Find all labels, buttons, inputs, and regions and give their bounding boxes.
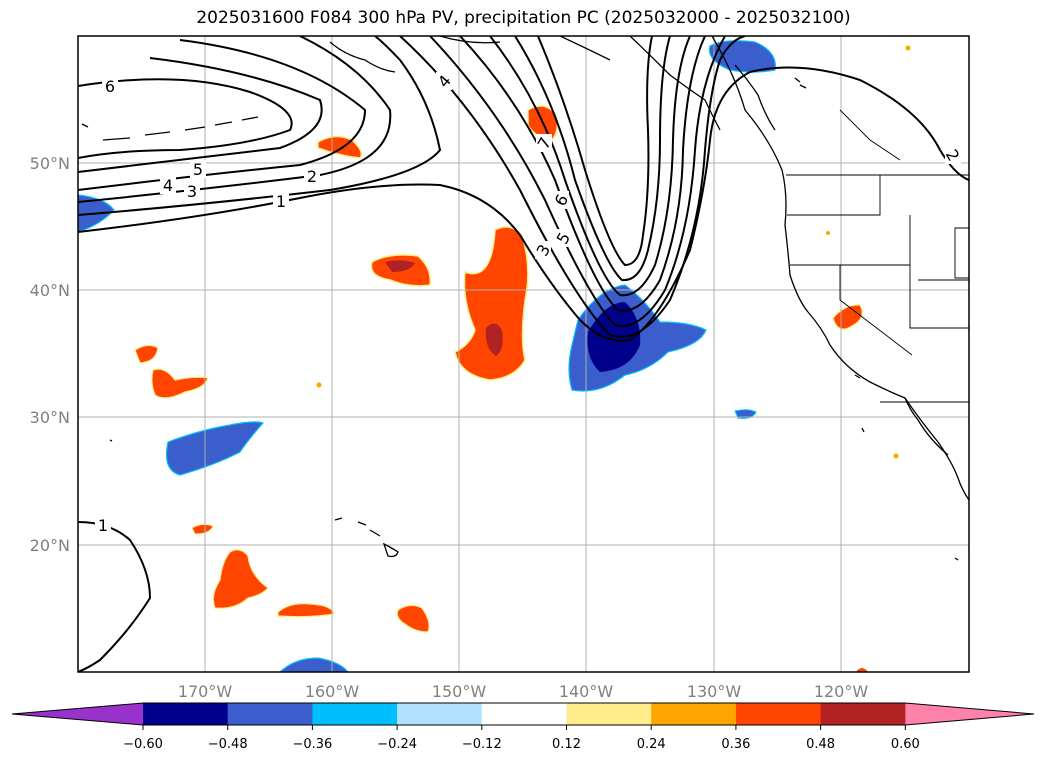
lat-label: 50°N xyxy=(30,154,70,173)
precip-negative-region xyxy=(734,409,757,419)
pv-contours xyxy=(78,36,969,672)
pv-contour-3-trough xyxy=(429,36,726,327)
colorbar-segment xyxy=(651,703,737,725)
colorbar-tick-label: 0.60 xyxy=(891,737,920,752)
pv-contour-5-west xyxy=(78,57,323,173)
lon-label: 160°W xyxy=(305,682,360,701)
graticule xyxy=(78,36,969,672)
lat-label: 20°N xyxy=(30,536,70,555)
precip-positive-core xyxy=(485,323,503,356)
precip-positive-region xyxy=(134,344,159,364)
contour-label: 1 xyxy=(98,516,108,535)
borders xyxy=(786,109,969,403)
contour-labels: 6 5 4 3 2 1 4 7 6 5 3 2 1 xyxy=(95,71,963,535)
colorbar-tick-label: −0.48 xyxy=(208,737,248,752)
lat-label: 30°N xyxy=(30,408,70,427)
lon-label: 130°W xyxy=(687,682,742,701)
colorbar-tick-label: 0.48 xyxy=(806,737,835,752)
precip-positive-dot xyxy=(905,45,911,51)
pv-contour-4-west xyxy=(78,39,367,191)
precip-positive-dot xyxy=(893,453,899,459)
precip-positive-dot xyxy=(316,382,322,388)
precip-positive-region xyxy=(396,604,430,633)
colorbar-tick-label: −0.24 xyxy=(377,737,417,752)
longitude-labels: 170°W 160°W 150°W 140°W 130°W 120°W xyxy=(178,682,869,701)
pv-contour-1-trough xyxy=(78,66,969,342)
pv-contour-2-trough xyxy=(399,36,746,338)
colorbar-tick-label: 0.24 xyxy=(637,737,666,752)
precip-negative-region xyxy=(279,657,349,672)
latitude-labels: 50°N 40°N 30°N 20°N xyxy=(30,154,70,555)
pv-contour-5-trough xyxy=(489,36,691,297)
precip-negative-region xyxy=(165,421,265,476)
precip-positive-region xyxy=(191,523,214,535)
pv-contour-4-trough xyxy=(459,36,706,312)
colorbar-segment xyxy=(143,703,229,725)
map-panel: 6 5 4 3 2 1 4 7 6 5 3 2 1 xyxy=(78,36,969,672)
map-frame xyxy=(77,35,970,673)
precip-positive-dot xyxy=(826,231,830,235)
colorbar-segment xyxy=(312,703,398,725)
lat-label: 40°N xyxy=(30,281,70,300)
colorbar-tick-label: −0.12 xyxy=(462,737,502,752)
contour-label: 2 xyxy=(307,167,317,186)
map-title: 2025031600 F084 300 hPa PV, precipitatio… xyxy=(196,8,851,28)
colorbar-tick-label: −0.60 xyxy=(123,737,163,752)
colorbar-segment xyxy=(481,703,567,725)
colorbar-segment xyxy=(566,703,652,725)
lon-label: 170°W xyxy=(178,682,233,701)
pv-contour-6-trough xyxy=(514,36,671,282)
colorbar-tick-label: 0.36 xyxy=(721,737,750,752)
precip-positive-region xyxy=(151,368,209,399)
colorbar-segment xyxy=(227,703,313,725)
pv-contour-1-southwest xyxy=(78,521,152,672)
colorbar-tick-label: −0.36 xyxy=(292,737,332,752)
contour-label: 4 xyxy=(163,176,173,195)
precip-positive-region xyxy=(212,549,269,609)
precip-positive-region xyxy=(856,668,868,672)
lon-label: 120°W xyxy=(814,682,869,701)
colorbar-tick-label: 0.12 xyxy=(552,737,581,752)
lon-label: 150°W xyxy=(432,682,487,701)
contour-label: 1 xyxy=(276,192,286,211)
lon-label: 140°W xyxy=(559,682,614,701)
precip-positive-core xyxy=(385,260,415,272)
precip-positive-region xyxy=(277,603,335,618)
colorbar-segment xyxy=(397,703,483,725)
contour-label: 6 xyxy=(105,77,115,96)
colorbar-extend-max xyxy=(905,703,1034,725)
precip-positive-region xyxy=(454,226,529,381)
colorbar: −0.60 −0.48 −0.36 −0.24 −0.12 0.12 0.24 0.36 0.4… xyxy=(11,702,1035,752)
pv-contour-6-west xyxy=(78,78,293,159)
colorbar-segment xyxy=(735,703,822,725)
pv-contour-2-west xyxy=(78,36,442,216)
colorbar-segment xyxy=(820,703,906,725)
colorbar-extend-min xyxy=(12,703,143,725)
pv-contour-7-trough xyxy=(537,36,653,267)
contour-label: 5 xyxy=(193,160,203,179)
contour-label: 3 xyxy=(187,182,197,201)
